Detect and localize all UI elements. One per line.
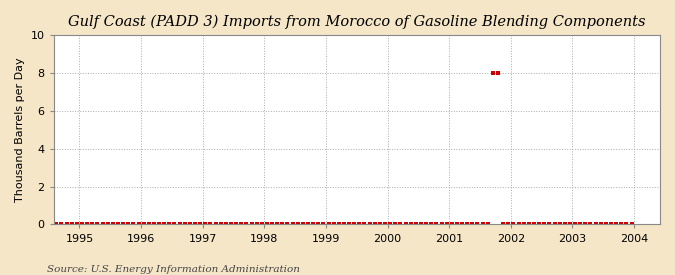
Text: Source: U.S. Energy Information Administration: Source: U.S. Energy Information Administ…: [47, 265, 300, 274]
Title: Gulf Coast (PADD 3) Imports from Morocco of Gasoline Blending Components: Gulf Coast (PADD 3) Imports from Morocco…: [68, 15, 645, 29]
Y-axis label: Thousand Barrels per Day: Thousand Barrels per Day: [15, 57, 25, 202]
